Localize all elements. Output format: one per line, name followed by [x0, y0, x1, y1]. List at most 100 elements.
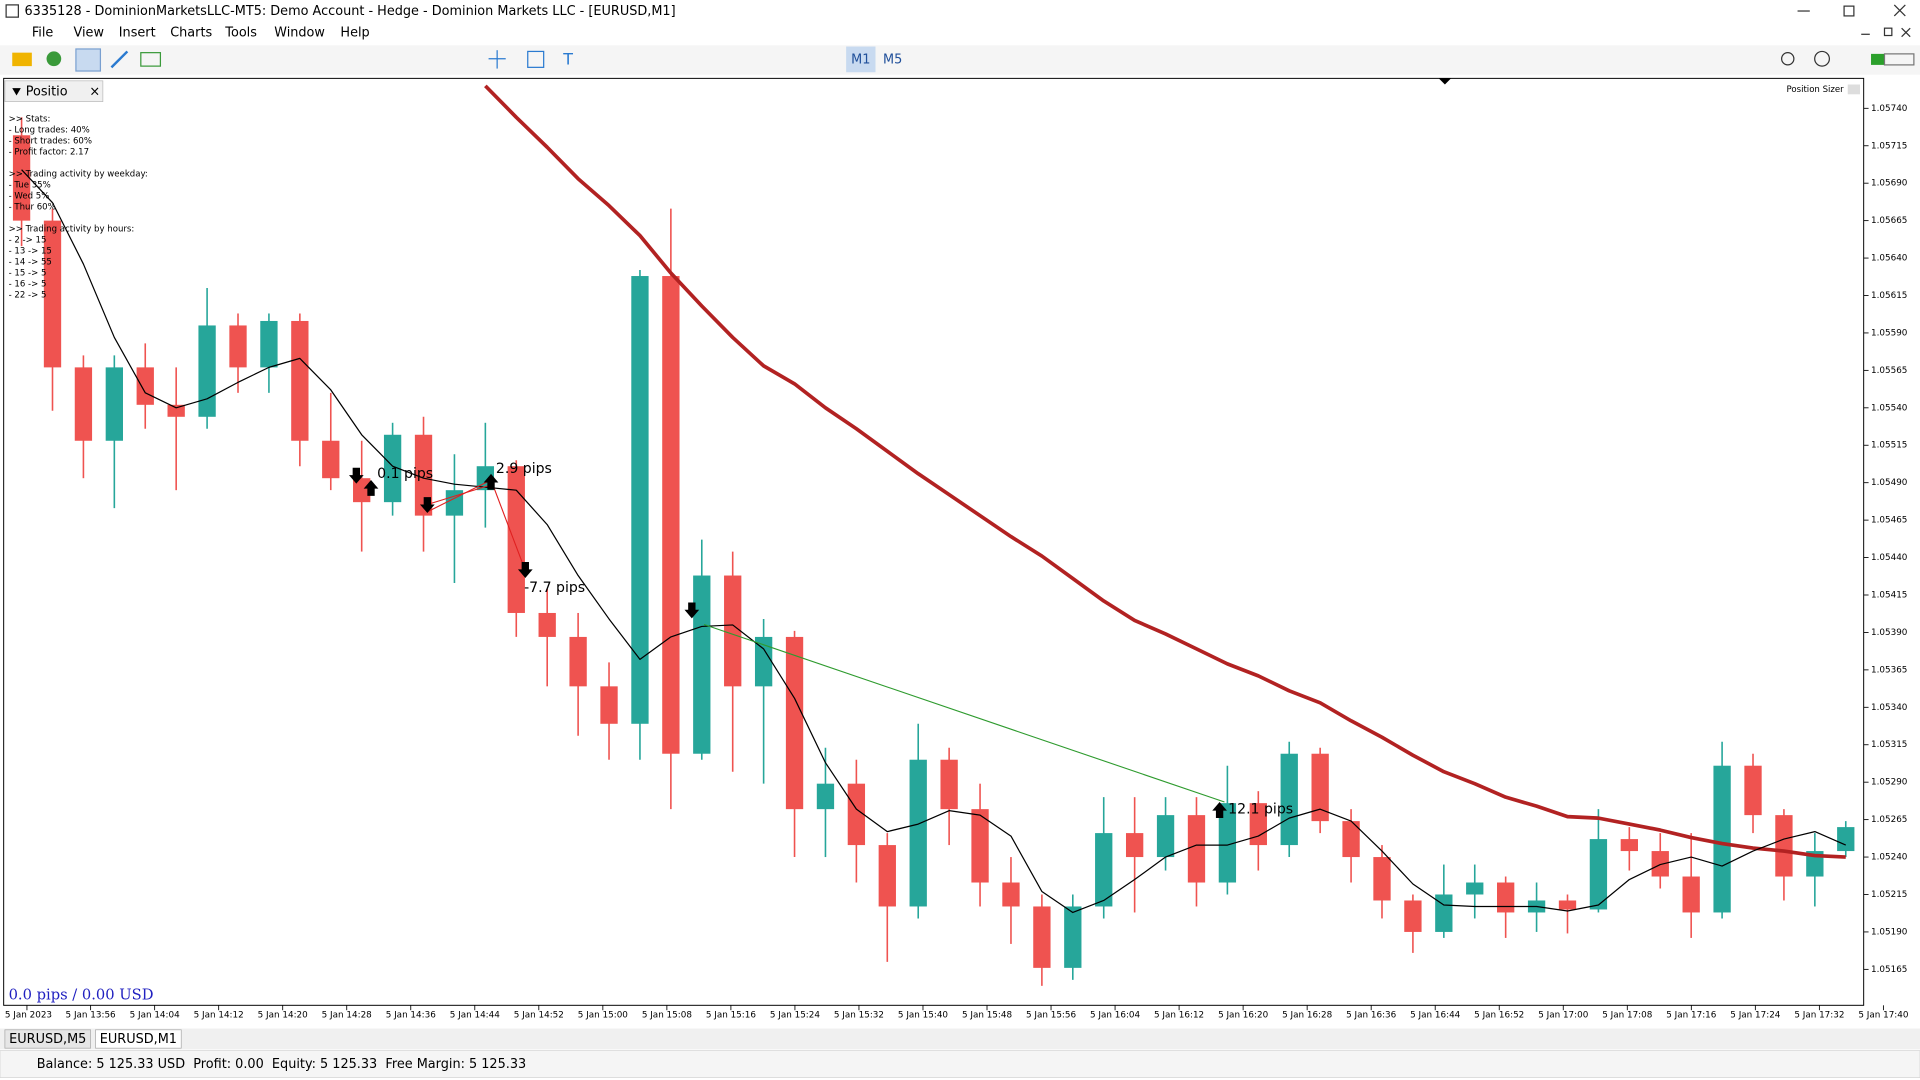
stat-line: - 14 -> 55 [9, 258, 52, 268]
x-tick-label: 5 Jan 15:00 [578, 1011, 629, 1021]
y-tick-label: 1.05165 [1871, 965, 1907, 975]
market-watch-icon[interactable] [75, 48, 102, 72]
x-tick-label: 5 Jan 15:08 [642, 1011, 692, 1021]
account-icon[interactable] [1814, 50, 1830, 67]
x-tick-label: 5 Jan 16:12 [1154, 1011, 1204, 1021]
stat-line: - 15 -> 5 [9, 269, 47, 279]
tab[interactable] [4, 1029, 91, 1049]
trade-icon[interactable] [46, 51, 62, 67]
candle-body [105, 367, 123, 441]
candle-body [43, 220, 62, 368]
candle-body [1497, 882, 1515, 913]
trade-pips: -7.7 pips [524, 580, 585, 596]
x-tick-label: 5 Jan 13:56 [66, 1011, 117, 1021]
search-icon[interactable] [1781, 52, 1795, 66]
candle-body [74, 367, 93, 441]
y-tick-label: 1.05365 [1871, 665, 1907, 675]
toolbar [0, 45, 1920, 75]
timeframe-button[interactable]: M5 [883, 53, 902, 68]
candle-body [1682, 876, 1700, 913]
candle-body [600, 686, 618, 724]
x-tick-label: 5 Jan 15:48 [962, 1011, 1012, 1021]
algo-icon[interactable] [140, 52, 162, 67]
autoscroll-icon[interactable] [110, 50, 129, 69]
candle-body [693, 575, 711, 754]
candle-body [1033, 906, 1051, 968]
menu-item[interactable]: Tools [224, 26, 257, 41]
y-tick-label: 1.05190 [1871, 927, 1908, 937]
signal-icon[interactable] [1871, 53, 1885, 65]
window-controls[interactable] [1797, 4, 1906, 17]
stat-line: - Thur 60% [9, 202, 56, 212]
candle-body [1187, 815, 1206, 883]
tab-label[interactable]: EURUSD,M5 [9, 1032, 86, 1047]
menu-item[interactable]: Help [340, 26, 369, 41]
candle-body [878, 845, 896, 907]
tab[interactable] [95, 1029, 182, 1049]
candle-body [724, 575, 742, 687]
m1-button-bg[interactable] [846, 46, 876, 73]
menu-item[interactable]: View [73, 26, 103, 41]
y-tick-label: 1.05540 [1871, 403, 1908, 413]
trade-line [490, 479, 526, 571]
candle-body [569, 636, 587, 687]
candle-body [909, 759, 927, 907]
candle-body [12, 135, 31, 221]
moving-average [21, 169, 1847, 914]
zoom-icon[interactable] [527, 50, 545, 68]
candle-body [785, 636, 804, 810]
tab-label[interactable]: EURUSD,M1 [100, 1032, 177, 1047]
candle-body [1558, 900, 1577, 910]
x-tick-label: 5 Jan 16:44 [1410, 1011, 1461, 1021]
menu-item[interactable]: File [32, 26, 54, 41]
x-tick-label: 5 Jan 15:16 [706, 1011, 757, 1021]
menu-item[interactable]: Window [274, 26, 325, 41]
candle-body [1589, 839, 1608, 910]
candle-body [383, 434, 402, 503]
stat-line: - Short trades: 60% [9, 136, 92, 146]
y-tick-label: 1.05665 [1871, 216, 1907, 226]
y-tick-label: 1.05265 [1871, 815, 1907, 825]
candle-body [1156, 815, 1175, 858]
signal-bar[interactable] [1883, 53, 1915, 66]
candle-body [1837, 827, 1855, 852]
menu-item[interactable]: Insert [119, 26, 156, 41]
candle-body [971, 809, 989, 883]
x-tick-label: 5 Jan 14:12 [194, 1011, 244, 1021]
candle-body [940, 759, 958, 810]
indicator-icon[interactable] [1847, 84, 1860, 95]
panel-header[interactable] [4, 80, 104, 102]
x-tick-label: 5 Jan 16:20 [1218, 1011, 1269, 1021]
x-tick-label: 5 Jan 14:52 [514, 1011, 564, 1021]
candle-body [322, 440, 340, 479]
candle-body [662, 276, 680, 754]
candle-body [167, 404, 185, 417]
x-tick-label: 5 Jan 16:52 [1474, 1011, 1524, 1021]
timeframe-button[interactable]: M1 [851, 53, 870, 68]
open-icon[interactable] [12, 52, 32, 67]
candle-body [414, 434, 433, 516]
mdi-controls[interactable] [1861, 27, 1911, 38]
candle-body [1095, 833, 1113, 907]
candle-body [847, 783, 866, 846]
text-tool-icon[interactable]: T [562, 50, 573, 69]
stat-line: >> Trading activity by hours: [9, 224, 135, 234]
x-tick-label: 5 Jan 2023 [5, 1011, 52, 1021]
menu-item[interactable]: Charts [170, 26, 212, 41]
timeframes: M1 M5 [851, 53, 902, 68]
trade-pips: 0.1 pips [377, 466, 433, 482]
x-tick-label: 5 Jan 17:08 [1602, 1011, 1652, 1021]
y-tick-label: 1.05640 [1871, 254, 1908, 264]
y-tick-label: 1.05615 [1871, 291, 1907, 301]
panel-close[interactable]: × [89, 84, 100, 99]
stat-line: - 16 -> 5 [9, 280, 47, 290]
panel-collapse[interactable] [12, 88, 21, 96]
trade-line [427, 484, 492, 506]
candle-body [1744, 765, 1762, 816]
x-tick-label: 5 Jan 17:40 [1858, 1011, 1909, 1021]
status-bar [0, 1050, 1920, 1078]
candle-body [136, 367, 154, 405]
toolbar-icons[interactable]: T [12, 46, 1915, 73]
moving-average [484, 84, 1846, 859]
